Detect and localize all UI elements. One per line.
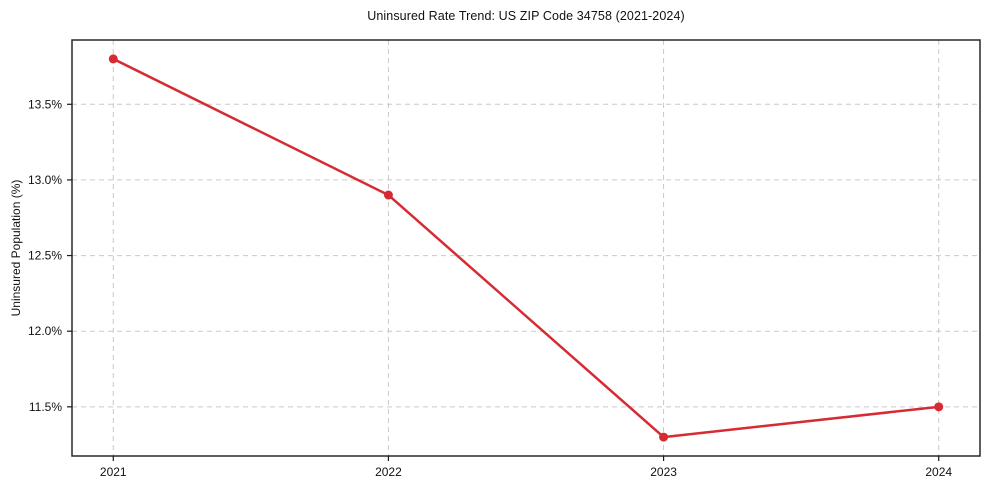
y-tick-label: 11.5% [29,400,62,414]
data-point [108,54,118,64]
trend-line [112,57,940,439]
x-tick-label: 2021 [100,465,127,479]
y-tick-label: 12.5% [28,249,62,263]
data-point [934,402,944,412]
x-tick-label: 2022 [375,465,402,479]
y-tick-label: 13.5% [28,97,62,111]
data-point [659,432,669,442]
data-point [383,190,393,200]
y-axis-label: Uninsured Population (%) [9,179,23,317]
plot-border [71,39,981,457]
x-tick-label: 2023 [650,465,677,479]
chart-title: Uninsured Rate Trend: US ZIP Code 34758 … [367,9,685,23]
y-tick-label: 12.0% [28,324,62,338]
x-tick-label: 2024 [925,465,952,479]
y-tick-label: 13.0% [28,173,62,187]
